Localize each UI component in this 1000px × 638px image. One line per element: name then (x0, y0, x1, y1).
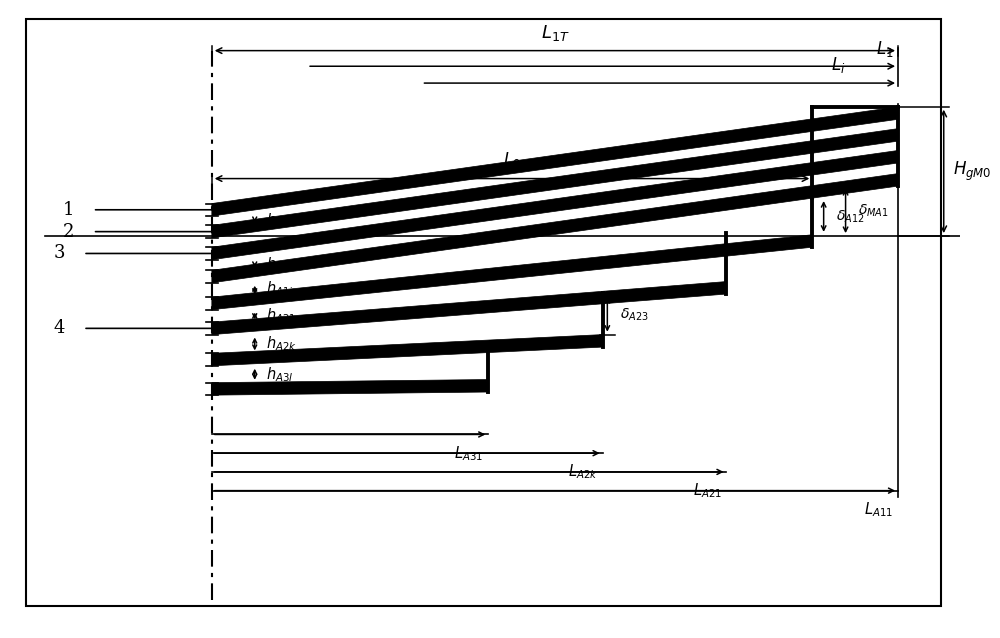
Text: $H_{gM0}$: $H_{gM0}$ (953, 160, 992, 183)
Text: $L_{A31}$: $L_{A31}$ (454, 444, 483, 463)
Polygon shape (212, 235, 812, 309)
Text: $L_i$: $L_i$ (831, 55, 846, 75)
Text: $h_1$: $h_1$ (266, 211, 283, 230)
Text: 4: 4 (54, 320, 65, 338)
Text: $L_{A2k}$: $L_{A2k}$ (568, 463, 598, 481)
Polygon shape (212, 380, 488, 395)
Text: $h_{A3l}$: $h_{A3l}$ (266, 365, 294, 383)
Polygon shape (212, 281, 726, 334)
Text: 3: 3 (54, 244, 65, 262)
Text: $h_i$: $h_i$ (266, 256, 280, 274)
Text: $L_1$: $L_1$ (876, 39, 893, 59)
Text: 2: 2 (63, 223, 75, 241)
Text: $L_{A11}$: $L_{A11}$ (864, 500, 893, 519)
Text: $h_{A21}$: $h_{A21}$ (266, 306, 296, 325)
Text: $h_{A1j}$: $h_{A1j}$ (266, 279, 294, 300)
Text: $L_{1T}$: $L_{1T}$ (541, 23, 569, 43)
Polygon shape (212, 151, 898, 260)
Text: 1: 1 (63, 201, 75, 219)
Text: $L_{A21}$: $L_{A21}$ (693, 481, 722, 500)
Polygon shape (212, 334, 603, 366)
Polygon shape (212, 107, 898, 216)
Text: $\delta_{A23}$: $\delta_{A23}$ (620, 306, 648, 323)
Text: $h_{A2k}$: $h_{A2k}$ (266, 334, 297, 353)
Text: $\delta_{MA1}$: $\delta_{MA1}$ (858, 203, 889, 219)
Polygon shape (212, 129, 898, 238)
Polygon shape (212, 174, 898, 283)
Text: $L_0$: $L_0$ (503, 151, 521, 170)
Text: $\delta_{A12}$: $\delta_{A12}$ (836, 208, 865, 225)
